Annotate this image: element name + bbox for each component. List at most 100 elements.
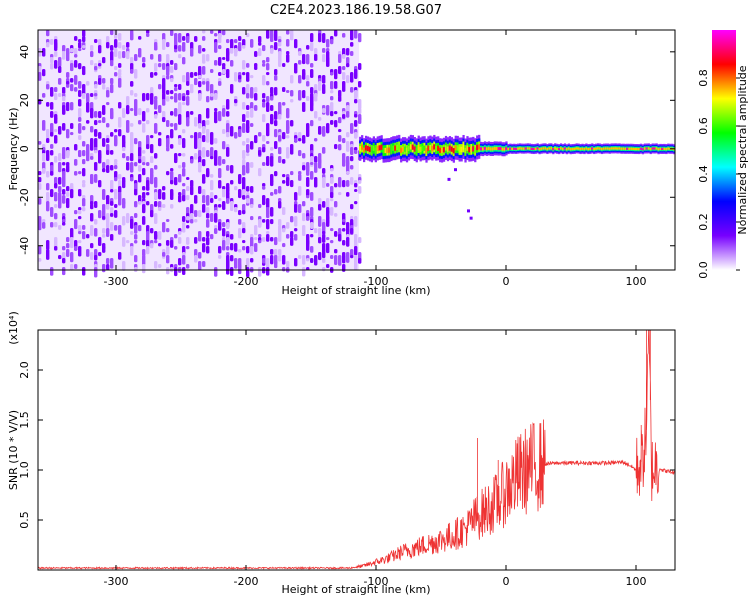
- noise-blob: [278, 225, 282, 233]
- noise-blob: [246, 246, 250, 254]
- noise-blob: [170, 144, 174, 149]
- noise-blob: [234, 207, 238, 213]
- noise-blob: [182, 102, 186, 106]
- noise-blob: [246, 126, 250, 134]
- noise-blob: [82, 126, 86, 131]
- noise-blob: [270, 192, 274, 196]
- x-tick-label: 0: [503, 575, 510, 588]
- noise-blob: [154, 165, 158, 170]
- noise-blob: [182, 189, 186, 198]
- signal-cell: [515, 147, 518, 151]
- noise-blob: [146, 108, 150, 113]
- noise-blob: [82, 183, 86, 188]
- noise-blob: [42, 93, 46, 98]
- noise-blob: [326, 60, 330, 67]
- noise-blob: [70, 264, 74, 271]
- noise-blob: [306, 258, 310, 262]
- signal-cell: [630, 147, 633, 150]
- noise-blob: [174, 45, 178, 50]
- noise-blob: [270, 147, 274, 151]
- signal-cell: [474, 147, 477, 153]
- signal-cell: [400, 147, 403, 154]
- noise-blob: [286, 54, 290, 63]
- noise-blob: [358, 33, 362, 43]
- noise-blob: [246, 192, 250, 196]
- noise-blob: [78, 240, 82, 244]
- colorbar-tick-label: 0.2: [697, 213, 710, 231]
- signal-cell: [600, 147, 604, 151]
- noise-blob: [218, 225, 222, 231]
- noise-blob: [206, 171, 210, 178]
- noise-blob: [118, 33, 122, 41]
- noise-blob: [270, 162, 274, 167]
- noise-blob: [322, 267, 326, 272]
- noise-blob: [206, 120, 210, 126]
- signal-cell: [624, 147, 627, 150]
- noise-blob: [162, 84, 166, 95]
- noise-blob: [70, 102, 74, 111]
- noise-blob: [282, 180, 286, 184]
- noise-blob: [250, 243, 254, 247]
- noise-blob: [166, 42, 170, 48]
- noise-blob: [306, 195, 310, 199]
- noise-blob: [278, 156, 282, 164]
- noise-blob: [90, 204, 94, 210]
- noise-blob: [342, 54, 346, 59]
- noise-blob: [218, 198, 222, 202]
- noise-blob: [242, 210, 246, 215]
- noise-blob: [66, 198, 70, 209]
- signal-cell: [632, 147, 635, 150]
- noise-blob: [134, 183, 138, 190]
- noise-blob: [270, 219, 274, 225]
- noise-blob: [146, 138, 150, 146]
- noise-blob: [290, 120, 294, 127]
- noise-blob: [206, 231, 210, 238]
- noise-blob: [302, 165, 306, 171]
- noise-blob: [54, 222, 58, 228]
- noise-blob: [174, 123, 178, 131]
- noise-blob: [322, 75, 326, 84]
- signal-cell: [470, 146, 473, 153]
- noise-blob: [226, 222, 230, 230]
- noise-blob: [330, 192, 334, 199]
- noise-blob: [246, 198, 250, 204]
- noise-blob: [266, 30, 270, 39]
- noise-blob: [346, 192, 350, 197]
- noise-blob: [258, 267, 262, 277]
- noise-blob: [222, 222, 226, 228]
- noise-blob: [186, 195, 190, 201]
- noise-blob: [178, 45, 182, 52]
- noise-blob: [350, 249, 354, 257]
- noise-blob: [66, 186, 70, 192]
- noise-blob: [326, 39, 330, 48]
- noise-blob: [246, 186, 250, 192]
- signal-cell: [567, 147, 570, 150]
- noise-blob: [122, 51, 126, 59]
- noise-blob: [214, 228, 218, 234]
- noise-blob: [318, 81, 322, 91]
- noise-blob: [106, 123, 110, 128]
- noise-blob: [54, 138, 58, 144]
- noise-blob: [290, 216, 294, 223]
- noise-blob: [198, 141, 202, 152]
- noise-blob: [290, 75, 294, 84]
- noise-blob: [278, 114, 282, 120]
- noise-blob: [274, 42, 278, 51]
- noise-blob: [94, 120, 98, 126]
- noise-blob: [334, 120, 338, 128]
- noise-blob: [202, 237, 206, 242]
- noise-blob: [62, 258, 66, 264]
- x-tick-label: -100: [364, 275, 389, 288]
- noise-blob: [310, 171, 314, 180]
- noise-blob: [130, 231, 134, 235]
- noise-blob: [222, 108, 226, 117]
- noise-blob: [74, 54, 78, 58]
- noise-blob: [286, 177, 290, 187]
- signal-cell: [478, 144, 481, 150]
- signal-cell: [476, 144, 479, 151]
- signal-cell: [643, 147, 647, 150]
- noise-blob: [258, 132, 262, 137]
- noise-blob: [230, 267, 234, 277]
- signal-cell: [487, 146, 491, 150]
- noise-blob: [162, 39, 166, 50]
